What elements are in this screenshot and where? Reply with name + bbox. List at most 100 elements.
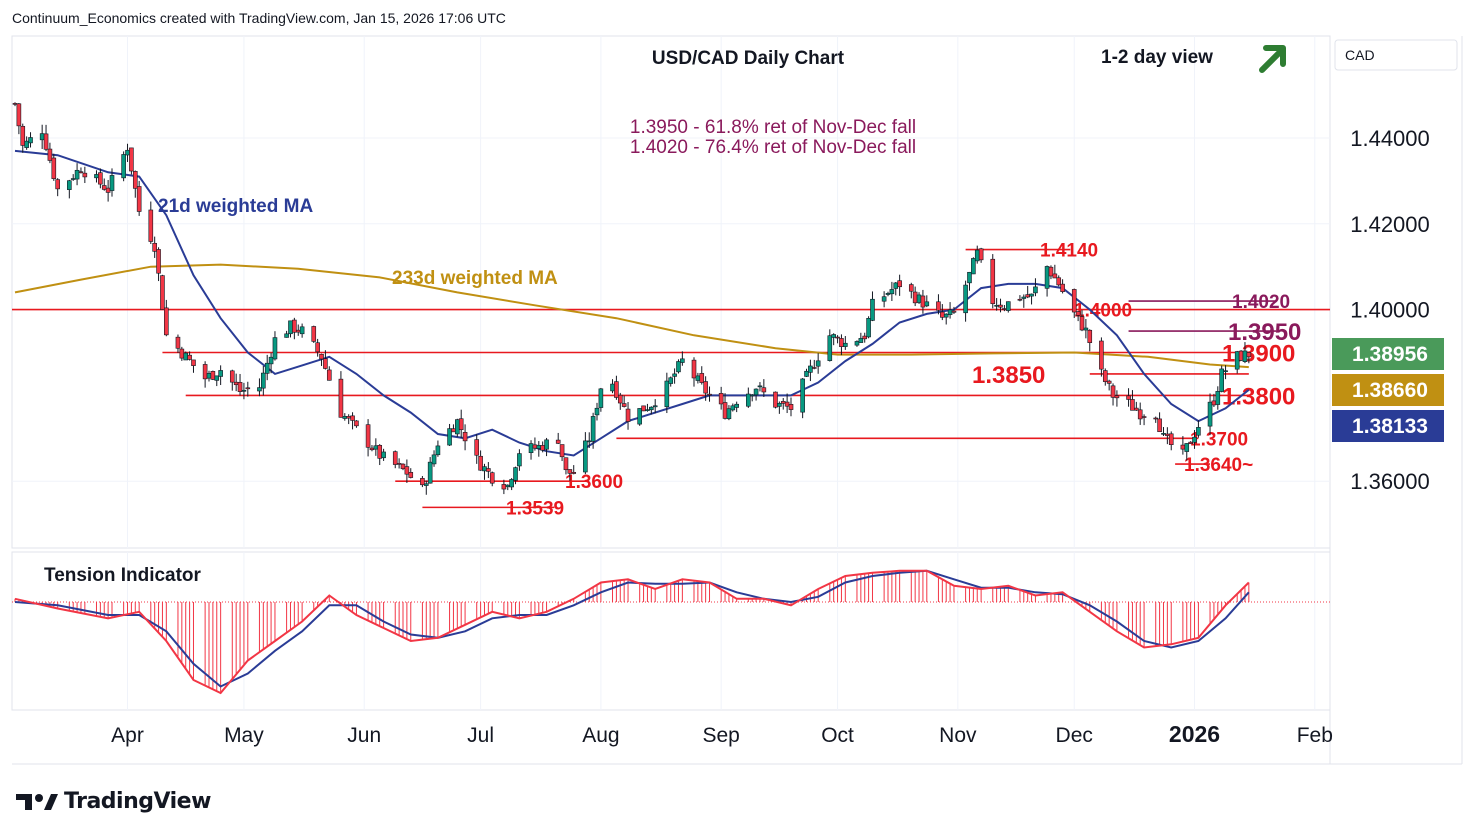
x-tick-label: 2026 — [1169, 721, 1220, 747]
y-tick-label: 1.36000 — [1350, 469, 1430, 494]
candle — [951, 306, 957, 314]
x-tick-label: Sep — [702, 724, 739, 747]
candle — [1110, 383, 1116, 406]
x-tick-label: Nov — [939, 724, 977, 747]
level-label: 1.3950 — [1228, 319, 1301, 346]
candle — [637, 408, 642, 426]
candle — [326, 366, 332, 381]
price-badge — [1332, 374, 1444, 406]
candle — [839, 334, 844, 356]
candle — [1114, 390, 1120, 407]
y-tick-label: 1.42000 — [1350, 212, 1430, 237]
price-badge — [1332, 338, 1444, 370]
chart-credit: Continuum_Economics created with Trading… — [12, 10, 506, 26]
price-badge-label: 1.38956 — [1352, 343, 1428, 366]
candle — [1219, 365, 1224, 393]
candle — [649, 406, 654, 415]
candle — [451, 424, 456, 433]
candle — [98, 168, 103, 189]
candle — [346, 414, 351, 425]
candle — [105, 179, 111, 202]
level-label: 1.3700 — [1190, 429, 1248, 450]
candle — [571, 465, 577, 475]
candle — [1005, 301, 1011, 313]
level-label: 1.3850 — [972, 362, 1045, 389]
candle — [621, 395, 627, 408]
candle — [897, 274, 902, 296]
candle — [800, 378, 805, 419]
candle — [990, 254, 996, 309]
arrow-up-right-icon — [1259, 45, 1286, 73]
candle — [1126, 388, 1131, 407]
candle — [971, 257, 976, 275]
candle — [505, 484, 511, 491]
candle — [338, 371, 344, 418]
candle — [773, 391, 778, 409]
candle — [218, 365, 223, 386]
candle — [474, 434, 480, 464]
candle — [435, 440, 441, 457]
candle — [315, 338, 320, 357]
candle — [67, 179, 72, 199]
candle — [916, 292, 922, 304]
main-pane-frame — [11, 35, 1331, 549]
candle — [121, 151, 126, 182]
candle — [831, 333, 836, 346]
level-label: 1.3600 — [565, 472, 623, 493]
candle — [1087, 329, 1093, 352]
candle — [28, 132, 33, 148]
candle — [431, 450, 437, 467]
candle — [1188, 441, 1193, 445]
candle — [1130, 390, 1135, 411]
candle — [978, 247, 984, 263]
candle — [1060, 279, 1065, 294]
candle — [268, 352, 274, 374]
candle — [311, 325, 317, 343]
candle — [998, 298, 1003, 313]
candle — [594, 402, 600, 421]
candle — [78, 167, 84, 174]
candle — [51, 153, 57, 181]
candle — [202, 361, 208, 388]
candle — [82, 166, 88, 184]
ma233-line — [14, 263, 1249, 369]
candle — [369, 445, 375, 452]
candle — [125, 143, 130, 162]
price-badge-label: 1.38133 — [1352, 415, 1428, 438]
candle — [156, 247, 161, 282]
symbol-box[interactable] — [1334, 39, 1458, 71]
candle — [179, 346, 185, 361]
candle — [718, 386, 724, 410]
candle — [1141, 414, 1147, 426]
candle — [136, 180, 142, 216]
candle — [940, 304, 945, 321]
candle — [1106, 379, 1112, 391]
candle — [664, 372, 670, 414]
level-label: 1.3800 — [1222, 383, 1295, 410]
candle — [1052, 264, 1058, 279]
candle — [257, 378, 262, 397]
candle — [680, 351, 685, 366]
candle — [288, 320, 293, 338]
candle — [567, 469, 573, 481]
candle — [94, 170, 99, 183]
candle — [517, 449, 522, 471]
candle — [908, 282, 914, 299]
candle — [323, 350, 328, 370]
tradingview-logo[interactable]: TradingView — [14, 789, 211, 814]
candle — [24, 136, 29, 150]
candle — [245, 381, 251, 397]
candle — [963, 280, 968, 322]
candle — [780, 398, 786, 410]
y-tick-label: 1.40000 — [1350, 298, 1430, 323]
view-label: 1-2 day view — [1101, 47, 1213, 68]
candle — [1033, 278, 1038, 297]
candle — [1196, 420, 1201, 438]
candle — [835, 335, 840, 344]
candle — [187, 351, 192, 361]
candle — [936, 294, 941, 315]
candle — [478, 450, 483, 471]
indicator-slow-line — [14, 569, 1250, 688]
candle — [1223, 365, 1228, 380]
